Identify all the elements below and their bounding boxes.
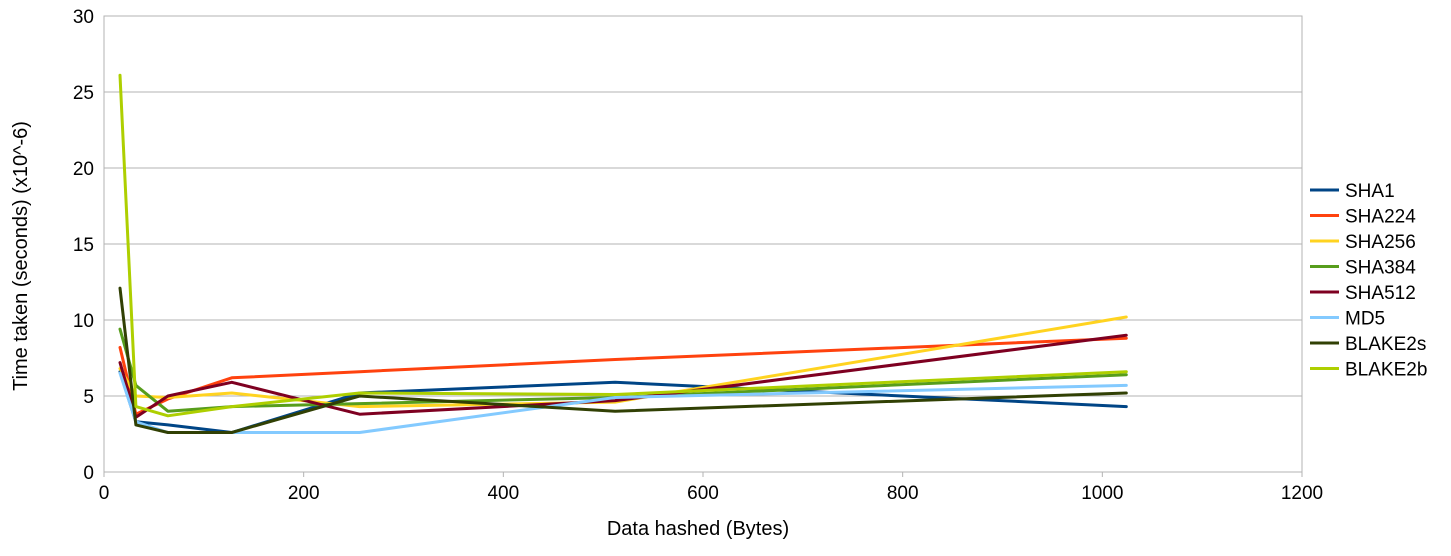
axes bbox=[103, 15, 1303, 477]
x-tick-label: 800 bbox=[887, 483, 919, 504]
x-tick-label: 400 bbox=[487, 483, 519, 504]
y-tick-label: 20 bbox=[73, 159, 94, 180]
legend-item-sha256: SHA256 bbox=[1310, 232, 1416, 253]
x-tick-label: 1200 bbox=[1281, 483, 1323, 504]
y-tick-label: 30 bbox=[73, 7, 94, 28]
tick-labels: 0 5 10 15 20 25 30 0 200 400 600 800 1000 1200 bbox=[73, 7, 1323, 504]
legend-label: SHA384 bbox=[1345, 258, 1416, 279]
y-tick-label: 10 bbox=[73, 311, 94, 332]
y-tick-label: 15 bbox=[73, 235, 94, 256]
y-tick-label: 0 bbox=[83, 463, 94, 484]
x-tick-label: 0 bbox=[99, 483, 110, 504]
x-tick-label: 1000 bbox=[1081, 483, 1123, 504]
legend-item-sha1: SHA1 bbox=[1310, 181, 1395, 202]
y-tick-label: 25 bbox=[73, 83, 94, 104]
series-line-blake2s bbox=[118, 286, 1128, 434]
legend-label: SHA256 bbox=[1345, 232, 1416, 253]
x-tick-label: 600 bbox=[687, 483, 719, 504]
legend-item-sha384: SHA384 bbox=[1310, 258, 1416, 279]
series-lines bbox=[118, 73, 1128, 434]
legend-item-sha224: SHA224 bbox=[1310, 207, 1416, 228]
legend-label: MD5 bbox=[1345, 309, 1385, 330]
legend-label: BLAKE2s bbox=[1345, 334, 1426, 355]
legend-item-sha512: SHA512 bbox=[1310, 283, 1416, 304]
legend-item-md5: MD5 bbox=[1310, 309, 1385, 330]
x-tick-label: 200 bbox=[288, 483, 320, 504]
series-line-blake2b bbox=[118, 73, 1128, 418]
legend-item-blake2s: BLAKE2s bbox=[1310, 334, 1426, 355]
legend-label: SHA512 bbox=[1345, 283, 1416, 304]
y-tick-label: 5 bbox=[83, 387, 94, 408]
legend: SHA1 SHA224 SHA256 SHA384 SHA512 MD5 BLAKE2s BL… bbox=[1310, 181, 1427, 381]
y-axis-title: Time taken (seconds) (x10^-6) bbox=[10, 121, 32, 391]
legend-label: SHA224 bbox=[1345, 207, 1416, 228]
legend-label: BLAKE2b bbox=[1345, 360, 1427, 381]
legend-item-blake2b: BLAKE2b bbox=[1310, 360, 1427, 381]
legend-label: SHA1 bbox=[1345, 181, 1395, 202]
x-axis-title: Data hashed (Bytes) bbox=[607, 518, 789, 540]
